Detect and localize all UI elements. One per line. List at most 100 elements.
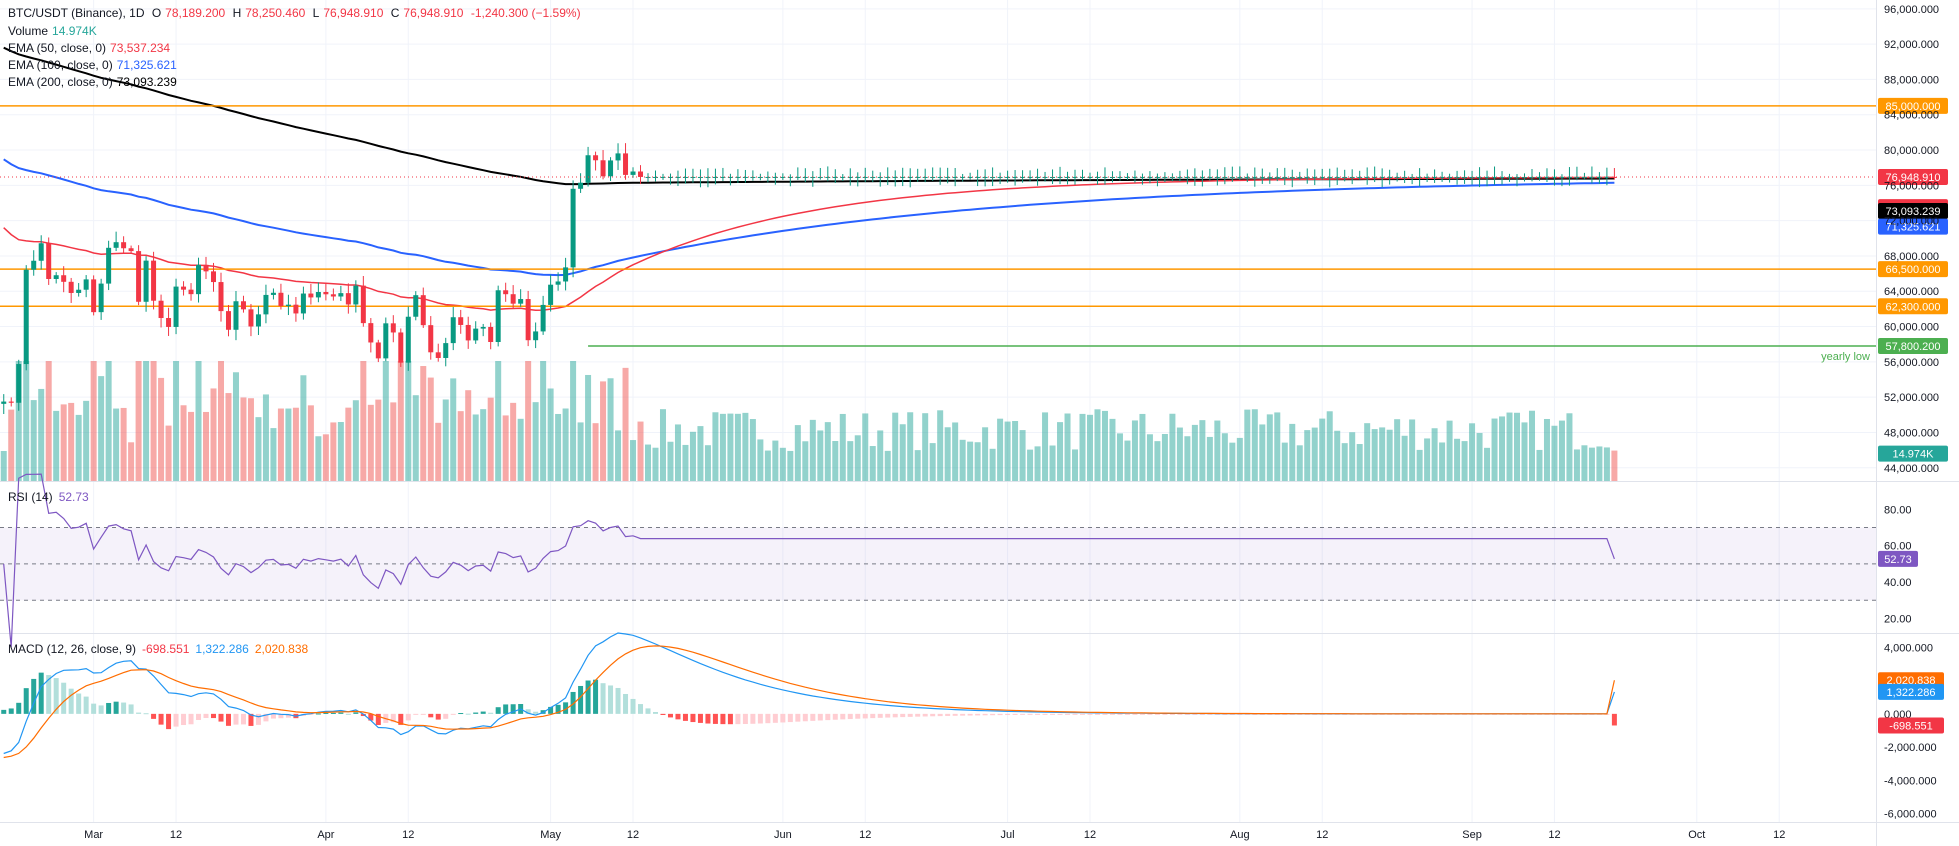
candle-body [712, 176, 718, 178]
macd-histogram-bar [570, 691, 576, 714]
volume-bar [382, 361, 389, 481]
macd-histogram-bar [1057, 713, 1063, 715]
candle-body [540, 304, 546, 332]
volume-bar [922, 413, 929, 481]
macd-histogram-bar [593, 679, 599, 714]
candle-body [667, 176, 673, 178]
candle-body [293, 304, 299, 314]
volume-bar [427, 377, 434, 481]
volume-bar [1588, 447, 1595, 481]
macd-histogram-bar [675, 713, 681, 720]
candle-body [1327, 176, 1333, 178]
candle-body [23, 269, 29, 365]
candle-body [91, 279, 97, 313]
candle-body [1417, 176, 1423, 178]
candle-body [1177, 176, 1183, 178]
time-axis-tick: 12 [627, 829, 639, 841]
macd-histogram-bar [1199, 713, 1205, 715]
macd-histogram-bar [1012, 713, 1018, 715]
candle-body [353, 285, 359, 305]
ema50-legend[interactable]: EMA (50, close, 0) 73,537.234 [8, 41, 171, 55]
candle-body [143, 260, 149, 302]
macd-histogram-bar [443, 713, 449, 719]
rsi-axis-tick: 80.00 [1884, 504, 1912, 516]
volume-bar [255, 417, 262, 481]
candle-body [151, 260, 157, 301]
volume-legend[interactable]: Volume 14.974K [8, 24, 97, 38]
macd-histogram-bar [855, 713, 861, 719]
candle-body [1094, 176, 1100, 178]
volume-bar [1311, 427, 1318, 481]
macd-histogram-bar [1259, 713, 1265, 715]
volume-bar [38, 388, 45, 481]
price-level-label: 66,500.000 [1885, 264, 1940, 276]
candle-body [1372, 176, 1378, 178]
candle-body [578, 182, 584, 189]
macd-histogram-bar [225, 713, 231, 726]
indicator-badge: 71,325.621 [1878, 218, 1948, 235]
candle-body [1559, 176, 1565, 178]
volume-bar [577, 422, 584, 481]
volume-bar [674, 424, 681, 481]
candle-body [38, 243, 44, 261]
macd-histogram-bar [143, 713, 149, 715]
macd-histogram-bar [780, 713, 786, 723]
volume-bar [113, 408, 120, 481]
candle-body [1042, 176, 1048, 178]
macd-histogram-bar [98, 705, 104, 714]
price-level-badge: 62,300.000 [1878, 298, 1948, 315]
candle-body [1312, 176, 1318, 178]
candle-body [428, 325, 434, 353]
volume-bar [83, 400, 90, 481]
candle-body [900, 176, 906, 178]
candle-body [203, 264, 209, 272]
volume-bar [1244, 409, 1251, 481]
macd-histogram-bar [203, 713, 209, 718]
candle-body [1207, 176, 1213, 178]
volume-bar [98, 376, 105, 481]
volume-bar [1124, 440, 1131, 481]
volume-bar [397, 361, 404, 481]
macd-histogram-bar [975, 713, 981, 716]
candle-body [1199, 176, 1205, 178]
macd-histogram-bar [375, 713, 381, 725]
macd-legend[interactable]: MACD (12, 26, close, 9) -698.551 1,322.286… [8, 642, 309, 656]
rsi-legend[interactable]: RSI (14) 52.73 [8, 490, 89, 504]
candle-body [585, 155, 591, 183]
ema100-legend[interactable]: EMA (100, close, 0) 71,325.621 [8, 58, 177, 72]
candle-body [173, 286, 179, 327]
volume-bar [1581, 445, 1588, 481]
volume-bar [1446, 420, 1453, 481]
candle-body [345, 293, 351, 305]
macd-histogram-bar [46, 675, 52, 714]
yearly-low-label: yearly low [1821, 351, 1870, 363]
price-level-badge-bg [1878, 337, 1948, 354]
volume-bar [877, 430, 884, 481]
candle-body [181, 286, 187, 290]
price-level-badge-bg [1878, 97, 1948, 114]
volume-bar [764, 450, 771, 481]
candle-body [510, 294, 516, 304]
candle-body [375, 342, 381, 359]
rsi-badge: 52.73 [1878, 550, 1918, 567]
volume-bar [487, 397, 494, 481]
candle-body [907, 176, 913, 178]
candle-body [1252, 176, 1258, 178]
candle-body [46, 243, 52, 279]
candle-body [308, 293, 314, 298]
volume-bar [360, 361, 367, 481]
volume-bar [914, 450, 921, 481]
volume-bar [1521, 422, 1528, 481]
candle-body [106, 247, 112, 284]
volume-bar [352, 400, 359, 481]
candle-body [31, 260, 37, 270]
macd-histogram-bar [1117, 713, 1123, 715]
candle-body [855, 176, 861, 178]
volume-bar [457, 411, 464, 481]
volume-bar [615, 430, 622, 481]
candle-body [765, 176, 771, 178]
ema200-legend[interactable]: EMA (200, close, 0) 73,093.239 [8, 75, 177, 89]
macd-histogram-bar [623, 693, 629, 714]
macd-badge-bg [1878, 683, 1944, 700]
